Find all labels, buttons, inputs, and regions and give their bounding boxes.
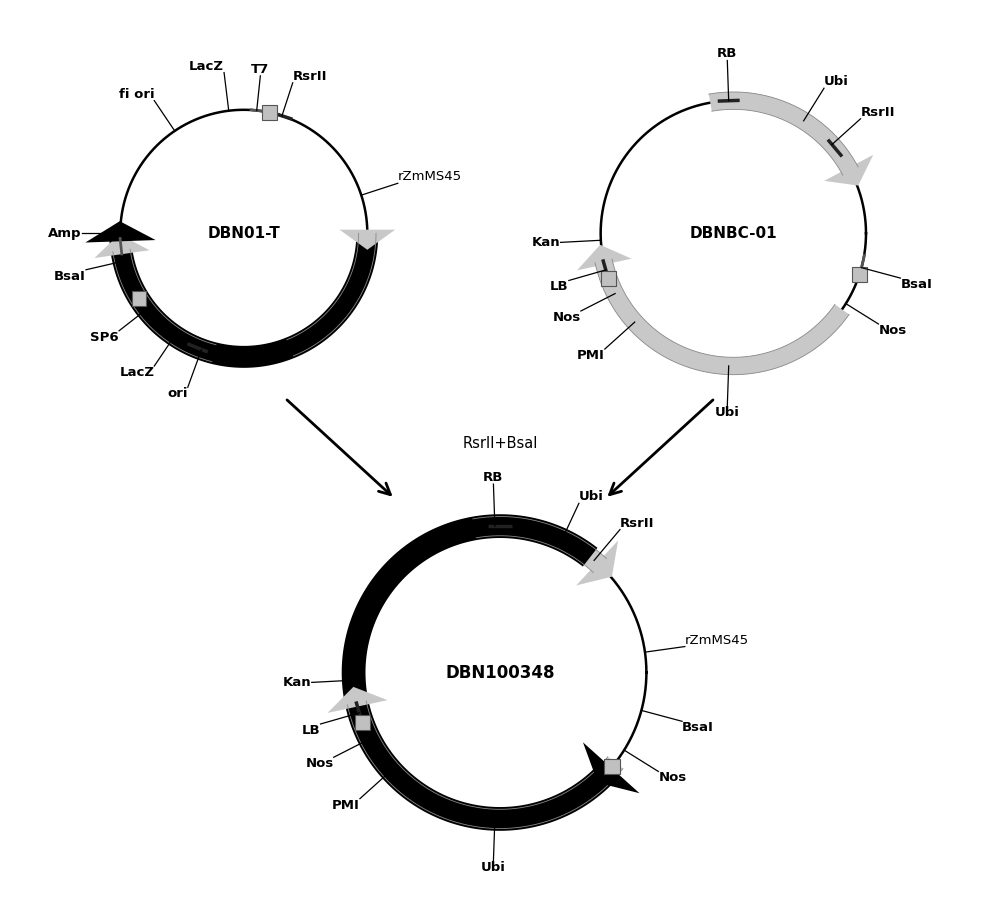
Text: LacZ: LacZ: [189, 59, 224, 72]
Text: LB: LB: [550, 281, 569, 294]
Text: Nos: Nos: [553, 311, 581, 324]
Text: fi ori: fi ori: [119, 88, 154, 101]
Polygon shape: [473, 517, 606, 573]
Text: LacZ: LacZ: [119, 366, 154, 379]
Polygon shape: [113, 249, 216, 361]
Polygon shape: [824, 155, 873, 186]
Text: Ubi: Ubi: [715, 406, 740, 419]
Polygon shape: [709, 92, 858, 175]
Text: T7: T7: [251, 63, 269, 76]
Text: Kan: Kan: [532, 236, 561, 249]
Text: ori: ori: [167, 387, 188, 400]
Bar: [132, 292, 146, 307]
Polygon shape: [109, 237, 378, 368]
Polygon shape: [327, 687, 388, 713]
Text: BsaI: BsaI: [900, 278, 932, 291]
Text: DBNBC-01: DBNBC-01: [690, 226, 777, 241]
Text: DBN100348: DBN100348: [445, 663, 555, 682]
Polygon shape: [595, 259, 849, 374]
Polygon shape: [287, 233, 376, 356]
Text: PMI: PMI: [332, 799, 360, 812]
Text: RB: RB: [717, 48, 737, 60]
Text: RB: RB: [483, 471, 504, 484]
Text: BsaI: BsaI: [54, 270, 86, 283]
Text: LB: LB: [302, 724, 321, 737]
Text: DBN01-T: DBN01-T: [207, 226, 280, 241]
Text: Ubi: Ubi: [481, 861, 506, 874]
Text: Nos: Nos: [658, 771, 687, 784]
Text: Amp: Amp: [48, 227, 82, 240]
Text: rZmMS45: rZmMS45: [685, 633, 749, 647]
Polygon shape: [347, 701, 623, 828]
Text: SP6: SP6: [90, 331, 119, 344]
Text: rZmMS45: rZmMS45: [398, 170, 462, 183]
Bar: [604, 759, 620, 774]
Text: RsrII: RsrII: [293, 70, 327, 82]
Polygon shape: [85, 221, 156, 242]
Text: Kan: Kan: [283, 676, 312, 689]
Text: Nos: Nos: [305, 758, 334, 770]
Bar: [601, 272, 616, 286]
Polygon shape: [94, 234, 150, 258]
Text: RsrII: RsrII: [860, 106, 895, 119]
Polygon shape: [342, 514, 618, 831]
Bar: [262, 105, 277, 120]
Bar: [355, 715, 370, 730]
Polygon shape: [576, 541, 618, 586]
Text: Ubi: Ubi: [579, 490, 604, 503]
Polygon shape: [577, 245, 632, 270]
Text: RsrII+BsaI: RsrII+BsaI: [462, 436, 538, 451]
Text: Nos: Nos: [878, 324, 907, 337]
Text: RsrII: RsrII: [620, 517, 654, 530]
Bar: [852, 267, 867, 282]
Text: Ubi: Ubi: [824, 75, 849, 88]
Polygon shape: [583, 742, 640, 793]
Text: BsaI: BsaI: [682, 721, 714, 735]
Text: PMI: PMI: [577, 349, 605, 362]
Polygon shape: [340, 230, 395, 250]
